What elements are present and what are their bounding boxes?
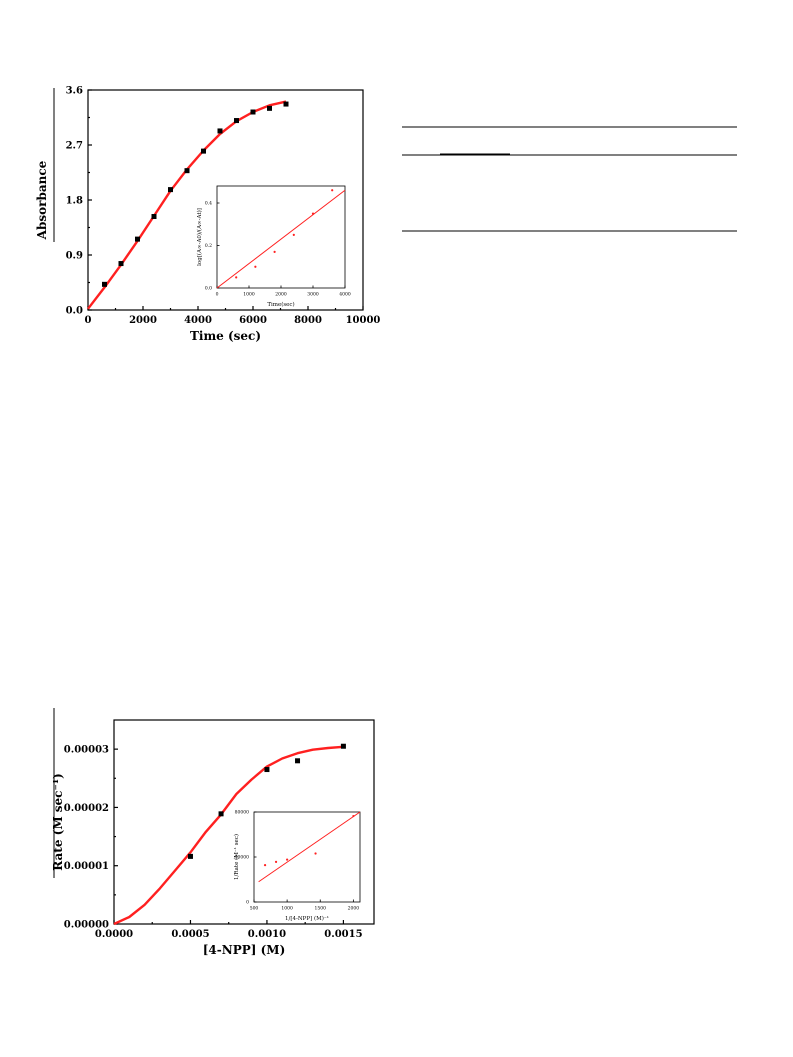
data-point — [201, 148, 206, 154]
absorbance-time-chart: 0 2000 4000 6000 8000 100000.00.91.82.73.6Tim… — [35, 86, 380, 344]
inset-y-tick-label: 40000 — [235, 855, 249, 861]
inset-x-tick-label: 1500 — [315, 906, 327, 912]
inset-x-tick-label: 2000 — [348, 906, 360, 912]
inset-y-tick-label: 0 — [246, 900, 249, 906]
fit-curve — [113, 745, 344, 926]
y-tick-label: 0.0 — [66, 306, 83, 317]
x-axis-label: [4-NPP] (M) — [203, 943, 286, 957]
inset-x-tick-label: 4000 — [339, 292, 351, 298]
inset-y-tick-label: 0.4 — [205, 201, 212, 207]
data-point — [187, 853, 193, 859]
y-axis-label: Rate (M sec⁻¹) — [51, 773, 65, 870]
x-tick-label: 0.0015 — [324, 929, 362, 940]
inset-x-tick-label: 500 — [250, 906, 259, 912]
data-point — [102, 281, 107, 287]
inset-y-axis-label: 1/Rate (M⁻¹ sec) — [233, 834, 240, 880]
x-tick-label: 2000 — [129, 315, 157, 326]
data-point — [295, 758, 301, 764]
y-tick-label: 0.00002 — [64, 803, 109, 814]
inset-data-point — [274, 860, 278, 863]
table-rules — [402, 126, 737, 232]
data-point — [118, 261, 124, 267]
inset-data-point — [331, 189, 334, 192]
x-tick-label: 0.0000 — [95, 929, 133, 940]
inset-y-tick-label: 0.2 — [205, 243, 212, 249]
inset-data-point — [235, 276, 238, 279]
rate-concentration-chart: 0.0000 0.0005 0.0010 0.0015 0.00000 0.00001 0.… — [51, 719, 375, 957]
inset-plot-frame — [253, 811, 361, 903]
inset-x-tick-label: 2000 — [275, 292, 287, 298]
y-tick-label: 2.7 — [66, 141, 83, 152]
y-axis-label: Absorbance — [35, 160, 49, 240]
data-point — [218, 811, 224, 817]
data-point — [234, 118, 239, 124]
data-point — [217, 128, 223, 134]
y-tick-label: 0.00003 — [64, 745, 109, 756]
inset-fit-line — [258, 811, 361, 883]
inset-data-point — [352, 814, 355, 818]
inset-x-tick-label: 1000 — [281, 906, 293, 912]
inset-y-tick-label: 0.0 — [205, 286, 212, 292]
inset-x-tick-label: 3000 — [307, 292, 319, 298]
inset-chart: 500 1000 1500 2000 0 40000 80000 1/[4-NPP] (M)⁻… — [233, 810, 361, 922]
data-point — [340, 743, 346, 749]
x-tick-label: 10000 — [346, 315, 381, 326]
inset-chart: 0 1000 2000 3000 4000 0.0 0.2 0.4 Time(sec) log[(… — [196, 185, 351, 308]
y-tick-label: 0.9 — [66, 251, 83, 262]
inset-y-axis-label: log[(A∞-A0)/(A∞-At)] — [196, 208, 203, 266]
inset-x-tick-label: 1000 — [243, 292, 255, 298]
inset-fit-line — [216, 189, 346, 289]
inset-x-axis-label: Time(sec) — [267, 301, 294, 308]
x-tick-label: 0 — [85, 315, 92, 326]
x-tick-label: 0.0010 — [248, 929, 286, 940]
x-tick-label: 6000 — [239, 315, 267, 326]
inset-data-point — [311, 212, 315, 215]
inset-plot-frame — [216, 185, 346, 289]
y-tick-label: 1.8 — [66, 196, 83, 207]
x-tick-label: 8000 — [294, 315, 322, 326]
inset-data-point — [254, 265, 257, 268]
data-point — [184, 168, 190, 174]
y-tick-label: 0.00001 — [64, 861, 109, 872]
data-point — [250, 109, 256, 115]
inset-data-point — [292, 233, 295, 236]
y-tick-label: 0.00000 — [64, 920, 109, 931]
x-tick-label: 4000 — [184, 315, 212, 326]
data-point — [168, 187, 173, 193]
x-axis-label: Time (sec) — [190, 329, 261, 343]
data-point — [267, 105, 272, 111]
data-point — [264, 767, 270, 773]
inset-x-axis-label: 1/[4-NPP] (M)⁻¹ — [285, 915, 329, 922]
data-point — [135, 236, 140, 242]
inset-x-tick-label: 0 — [216, 292, 219, 298]
data-point — [151, 214, 157, 219]
y-tick-label: 3.6 — [66, 86, 83, 97]
inset-data-point — [314, 852, 317, 855]
data-point — [283, 101, 289, 107]
inset-data-point — [263, 864, 267, 867]
inset-y-tick-label: 80000 — [235, 810, 249, 816]
x-tick-label: 0.0005 — [171, 929, 209, 940]
inset-data-point — [273, 250, 276, 253]
inset-data-point — [286, 858, 289, 861]
